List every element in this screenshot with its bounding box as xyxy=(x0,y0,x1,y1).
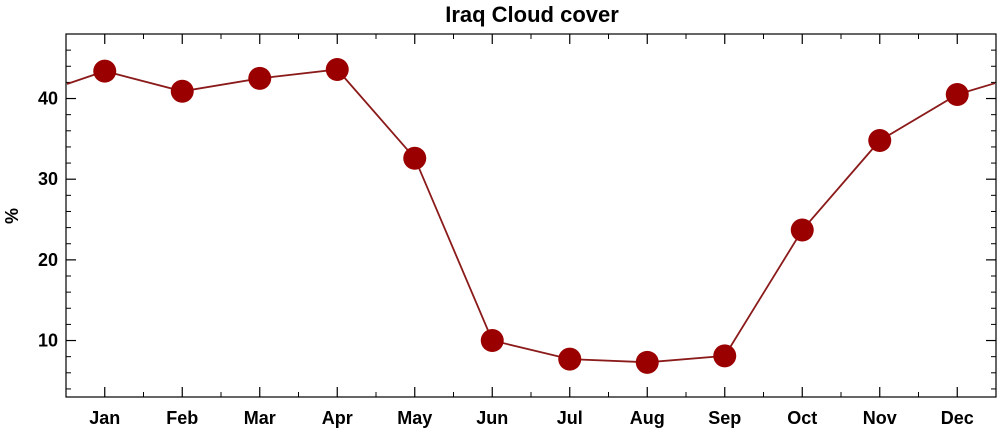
data-point xyxy=(635,350,659,374)
y-tick-label: 40 xyxy=(38,89,58,109)
data-point xyxy=(325,57,349,81)
data-point xyxy=(558,347,582,371)
data-point xyxy=(248,66,272,90)
x-tick-label: Oct xyxy=(787,408,817,428)
plot-frame xyxy=(65,33,997,398)
axis-ticks xyxy=(65,33,997,397)
x-tick-label: Jun xyxy=(476,408,508,428)
y-tick-label: 20 xyxy=(38,250,58,270)
x-tick-label: Jul xyxy=(557,408,583,428)
data-point xyxy=(868,128,892,152)
x-tick-label: Apr xyxy=(322,408,353,428)
x-tick-label: Aug xyxy=(630,408,665,428)
x-tick-label: Feb xyxy=(166,408,198,428)
y-tick-label: 10 xyxy=(38,331,58,351)
data-point xyxy=(945,83,969,106)
x-tick-label: Nov xyxy=(863,408,897,428)
data-point xyxy=(93,59,117,83)
data-point xyxy=(790,218,814,242)
x-tick-label: Jan xyxy=(89,408,120,428)
chart-title: Iraq Cloud cover xyxy=(445,2,619,27)
data-point xyxy=(403,146,427,170)
x-tick-label: May xyxy=(397,408,432,428)
series-group xyxy=(66,57,996,374)
x-tick-label: Mar xyxy=(244,408,276,428)
y-tick-labels: 10 20 30 40 xyxy=(38,89,58,351)
data-point xyxy=(480,329,504,353)
data-point xyxy=(713,344,737,368)
x-tick-label: Sep xyxy=(708,408,741,428)
data-point xyxy=(170,79,194,103)
x-tick-labels: Jan Feb Mar Apr May Jun Jul Aug Sep Oct Nov Dec xyxy=(89,408,974,428)
y-axis-label: % xyxy=(2,208,22,224)
y-tick-label: 30 xyxy=(38,169,58,189)
series-line xyxy=(66,68,996,364)
x-tick-label: Dec xyxy=(941,408,974,428)
